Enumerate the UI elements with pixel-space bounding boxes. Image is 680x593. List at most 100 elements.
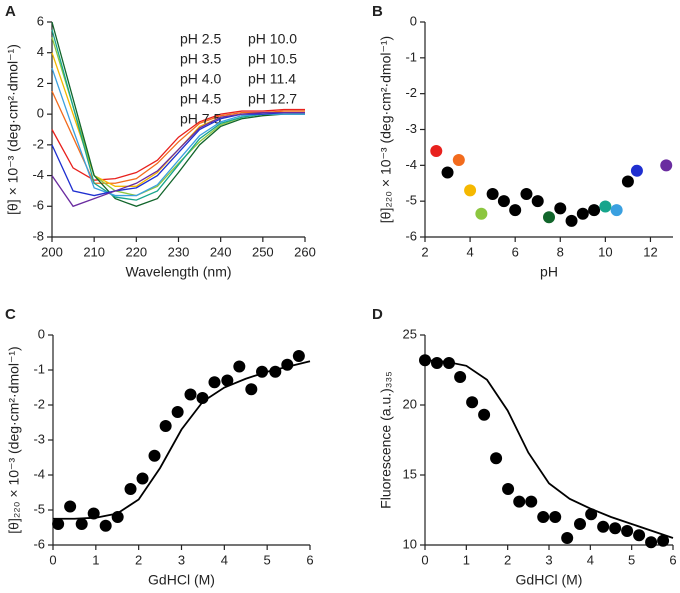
y-tick-label: -5 [405, 193, 417, 208]
point [87, 507, 100, 520]
x-tick-label: 4 [587, 552, 594, 567]
y-tick-label: 0 [410, 13, 417, 28]
x-tick-label: 250 [252, 244, 274, 259]
point [621, 175, 634, 188]
point [454, 371, 467, 383]
point [554, 202, 567, 215]
point [585, 508, 598, 521]
panel-label: D [372, 306, 383, 323]
point [464, 184, 477, 197]
point [64, 500, 77, 513]
y-tick-label: 0 [38, 326, 45, 341]
panel-label: B [372, 3, 383, 20]
line [51, 108, 305, 181]
point [599, 200, 612, 213]
point [136, 472, 149, 485]
point [576, 207, 589, 220]
point [502, 483, 515, 495]
x-tick-label: 220 [125, 244, 147, 259]
point [52, 518, 65, 530]
y-axis-label: [θ] × 10⁻³ (deg·cm²·dmol⁻¹) [5, 44, 21, 215]
legend-entry: pH 11.4 [248, 71, 296, 87]
point [124, 483, 137, 495]
legend-entry: pH 2.5 [180, 31, 221, 47]
point [281, 358, 294, 371]
point [549, 511, 562, 523]
x-tick-label: 2 [504, 552, 511, 567]
y-tick-label: 2 [37, 75, 44, 90]
point [171, 406, 184, 418]
legend-entry: pH 4.5 [180, 91, 221, 107]
panel: C -6 -5 -4 -3 -2 -1 0 0 1 2 3 4 5 6 GdHCl (M) [θ]₂₂₀ × 1… [5, 306, 314, 588]
point [597, 520, 610, 533]
line [53, 360, 311, 520]
legend-entry: pH 10.5 [248, 51, 297, 67]
y-tick-label: -2 [405, 85, 417, 100]
x-tick-label: 4 [221, 552, 228, 567]
legend-entry: pH 4.0 [180, 71, 221, 87]
y-tick-label: 25 [403, 326, 417, 341]
x-axis-label: GdHCl (M) [516, 572, 583, 588]
point [490, 452, 503, 465]
y-tick-label: 4 [37, 44, 44, 59]
x-tick-label: 0 [49, 552, 56, 567]
point [430, 357, 443, 369]
y-tick-label: -2 [33, 396, 45, 411]
y-tick-label: -3 [33, 431, 45, 446]
x-tick-label: 2 [421, 244, 428, 259]
point [208, 376, 221, 389]
point [525, 495, 538, 508]
x-tick-label: 6 [669, 552, 676, 567]
point [184, 388, 197, 401]
point [509, 204, 522, 217]
x-tick-label: 8 [557, 244, 564, 259]
point [609, 522, 622, 535]
x-tick-label: 1 [92, 552, 99, 567]
y-axis-label: [θ]₂₂₀ × 10⁻³ (deg·cm²·dmol⁻¹) [378, 36, 394, 223]
y-tick-label: 6 [37, 13, 44, 28]
y-tick-label: -4 [32, 167, 44, 182]
point [513, 495, 526, 508]
x-tick-label: 260 [294, 244, 316, 259]
point [561, 532, 574, 544]
point [588, 204, 601, 217]
line [51, 111, 305, 208]
y-tick-label: -5 [33, 501, 45, 516]
panel: B -6 -5 -4 -3 -2 -1 0 2 4 6 8 10 12 pH [θ]₂₂₀ × 10⁻³ (d… [372, 3, 673, 280]
point [292, 350, 305, 362]
x-axis-label: pH [540, 264, 558, 280]
point [531, 195, 544, 208]
x-tick-label: 200 [41, 244, 63, 259]
point [452, 153, 465, 166]
line [51, 21, 305, 207]
y-tick-label: -6 [32, 198, 44, 213]
point [233, 360, 246, 373]
point [645, 536, 658, 549]
point [430, 145, 443, 157]
x-tick-label: 240 [210, 244, 232, 259]
y-tick-label: 10 [403, 536, 417, 551]
legend-entry: pH 7.5 [180, 111, 221, 127]
point [269, 365, 282, 378]
y-tick-label: -4 [33, 466, 45, 481]
point [475, 207, 488, 220]
y-tick-label: 0 [37, 106, 44, 121]
point [486, 188, 499, 200]
point [196, 392, 209, 404]
point [657, 534, 670, 547]
legend-entry: pH 10.0 [248, 31, 297, 47]
point [441, 166, 454, 179]
point [148, 449, 161, 462]
point [565, 214, 578, 227]
y-tick-label: -6 [405, 228, 417, 243]
x-tick-label: 12 [643, 244, 657, 259]
y-tick-label: -8 [32, 228, 44, 243]
y-tick-label: 20 [403, 396, 417, 411]
x-tick-label: 3 [178, 552, 185, 567]
point [466, 396, 479, 409]
line [51, 111, 305, 197]
x-tick-label: 3 [545, 552, 552, 567]
panel-label: A [5, 3, 16, 20]
legend-entry: pH 12.7 [248, 91, 297, 107]
